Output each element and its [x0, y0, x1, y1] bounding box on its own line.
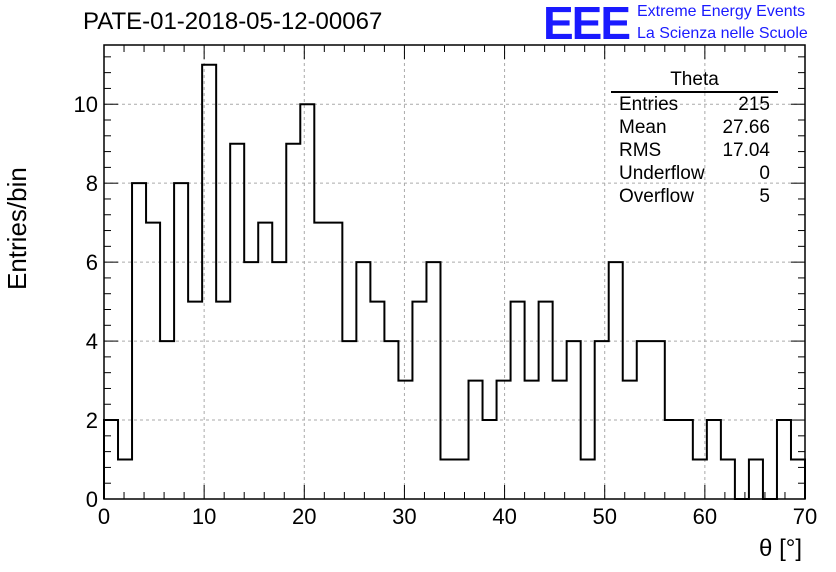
histogram-bin — [356, 262, 370, 499]
stats-row: Overflow 5 — [611, 185, 778, 208]
histogram-bin — [497, 381, 511, 499]
histogram-bin — [286, 144, 300, 499]
histogram-bin — [300, 104, 314, 499]
histogram-bin — [160, 341, 174, 499]
stats-label: Entries — [619, 94, 679, 115]
histogram-bin — [483, 420, 497, 499]
x-tick-label: 60 — [693, 504, 717, 529]
x-tick-label: 10 — [192, 504, 216, 529]
histogram-bin — [595, 341, 609, 499]
histogram-bin — [342, 341, 356, 499]
histogram-bin — [749, 460, 763, 499]
stats-label: Underflow — [619, 163, 705, 184]
stats-label: Mean — [619, 117, 667, 138]
y-tick-label: 0 — [86, 487, 98, 512]
stats-value: 0 — [759, 163, 770, 184]
stats-row: Mean 27.66 — [611, 116, 778, 139]
histogram-bin — [370, 302, 384, 499]
histogram-bin — [567, 341, 581, 499]
x-tick-label: 70 — [793, 504, 817, 529]
histogram-bin — [202, 65, 216, 499]
histogram-bin — [272, 262, 286, 499]
stats-title: Theta — [611, 70, 778, 93]
y-tick-label: 6 — [86, 250, 98, 275]
logo-line-2: La Scienza nelle Scuole — [637, 25, 808, 42]
histogram-bin — [665, 420, 679, 499]
histogram-bin — [132, 183, 146, 499]
stats-row: Underflow 0 — [611, 162, 778, 185]
histogram-bin — [258, 223, 272, 499]
x-tick-label: 0 — [98, 504, 110, 529]
stats-label: Overflow — [619, 186, 694, 207]
histogram-bin — [791, 460, 805, 499]
histogram-bin — [314, 223, 328, 499]
histogram-bin — [426, 262, 440, 499]
y-axis-label: Entries/bin — [2, 167, 32, 290]
histogram-bin — [188, 302, 202, 499]
histogram-bin — [777, 420, 791, 499]
histogram-bin — [679, 420, 693, 499]
histogram-bin — [328, 223, 342, 499]
y-tick-label: 2 — [86, 408, 98, 433]
histogram-series-line — [103, 63, 806, 500]
stats-value: 27.66 — [722, 117, 770, 138]
stats-value: 215 — [738, 94, 770, 115]
histogram-bin — [539, 302, 553, 499]
stats-row: RMS 17.04 — [611, 139, 778, 162]
y-tick-label: 10 — [74, 92, 98, 117]
histogram-bin — [216, 302, 230, 499]
histogram-bin — [581, 460, 595, 499]
histogram-bin — [525, 381, 539, 499]
eee-logo: EEE — [543, 0, 631, 49]
y-tick-label: 8 — [86, 171, 98, 196]
plot-frame — [103, 44, 806, 500]
y-tick-label: 4 — [86, 329, 98, 354]
histogram-bin — [553, 381, 567, 499]
histogram-bin — [146, 223, 160, 499]
histogram-bin — [609, 262, 623, 499]
logo-line-1: Extreme Energy Events — [637, 3, 806, 20]
histogram-bin — [230, 144, 244, 499]
histogram-bin — [104, 420, 118, 499]
x-tick-label: 30 — [392, 504, 416, 529]
stats-value: 17.04 — [722, 140, 770, 161]
stats-value: 5 — [759, 186, 770, 207]
stats-box: Theta Entries 215 Mean 27.66 RMS 17.04 Unde… — [611, 70, 778, 208]
histogram-bin — [384, 341, 398, 499]
histogram-bin — [244, 262, 258, 499]
histogram-bin — [455, 460, 469, 499]
histogram-bin — [623, 381, 637, 499]
histogram-bin — [469, 381, 483, 499]
x-axis-label: θ [°] — [759, 535, 802, 562]
histogram-bin — [511, 302, 525, 499]
x-tick-label: 50 — [592, 504, 616, 529]
histogram-bin — [118, 460, 132, 499]
histogram-bin — [707, 420, 721, 499]
histogram-bin — [651, 341, 665, 499]
histogram-bin — [637, 341, 651, 499]
x-tick-label: 20 — [292, 504, 316, 529]
histogram-bin — [174, 183, 188, 499]
stats-row: Entries 215 — [611, 93, 778, 116]
x-tick-label: 40 — [492, 504, 516, 529]
histogram-bin — [398, 381, 412, 499]
histogram-bin — [721, 460, 735, 499]
histogram-bin — [440, 460, 454, 499]
histogram-bin — [412, 302, 426, 499]
chart-title: PATE-01-2018-05-12-00067 — [83, 8, 383, 35]
stats-label: RMS — [619, 140, 662, 161]
